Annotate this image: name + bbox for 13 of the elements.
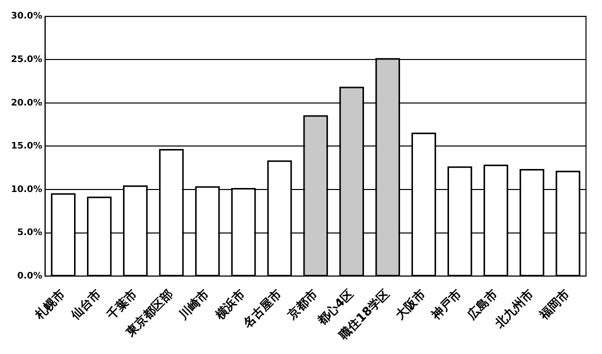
x-tick-label: 札幌市 <box>32 286 68 323</box>
x-tick-label: 神戸市 <box>428 286 464 323</box>
y-tick-label: 15.0% <box>10 142 42 152</box>
y-tick-label: 25.0% <box>10 55 42 66</box>
y-tick-label: 20.0% <box>10 98 42 108</box>
x-tick-label: 川崎市 <box>176 286 212 323</box>
y-tick-label: 5.0% <box>17 228 42 238</box>
x-tick-label: 福岡市 <box>536 286 572 323</box>
x-tick-label: 大阪市 <box>392 286 428 322</box>
y-tick-label: 10.0% <box>10 184 42 195</box>
x-tick-label: 仙台市 <box>68 286 104 323</box>
y-tick-label: 30.0% <box>10 12 42 22</box>
y-tick-label: 0.0% <box>17 271 42 282</box>
